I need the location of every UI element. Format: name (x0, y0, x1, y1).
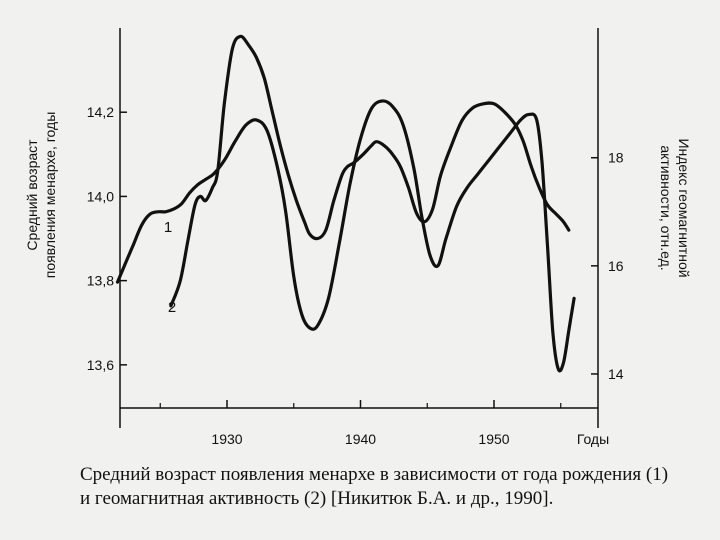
left-tick-label: 13,6 (87, 357, 114, 373)
x-tick-label: 1930 (211, 431, 242, 447)
left-tick-label: 14,0 (87, 188, 114, 204)
chart: 13,6 13,8 14,0 14,2 14 16 18 1930 1940 1950 Годы Ср… (24, 28, 692, 447)
figure-caption: Средний возраст появления менархе в зави… (80, 464, 669, 509)
left-tick-label: 13,8 (87, 273, 114, 289)
right-tick-label: 14 (608, 366, 624, 382)
left-axis-title-line: Средний возраст (24, 139, 40, 251)
right-axis-title-line: активности, отн.ед. (658, 145, 674, 270)
series-2-line (115, 99, 576, 373)
left-axis-title-line: появления менархе, годы (42, 112, 58, 279)
right-axis-title-line: Индекс геомагнитной (676, 138, 692, 277)
series-2-label: 2 (168, 299, 176, 316)
left-tick-label: 14,2 (87, 104, 114, 120)
x-tick-label: 1940 (345, 431, 376, 447)
series-1-label: 1 (164, 219, 172, 236)
x-tick-label: 1950 (478, 431, 509, 447)
series-1-line (169, 34, 571, 308)
right-tick-label: 18 (608, 150, 624, 166)
right-tick-label: 16 (608, 258, 624, 274)
x-axis-title: Годы (577, 431, 609, 447)
